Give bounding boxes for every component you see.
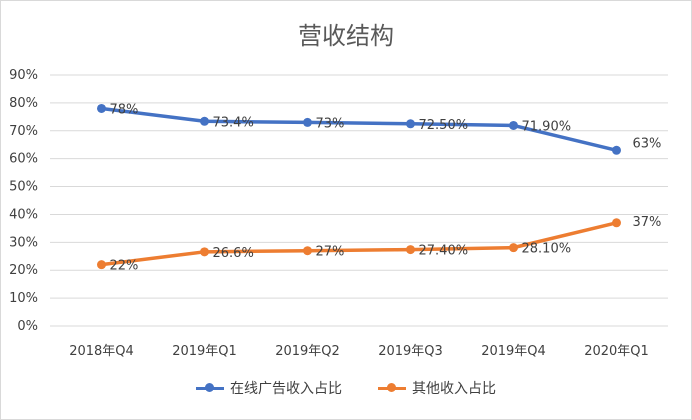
data-point — [303, 246, 312, 256]
legend: 在线广告收入占比 其他收入占比 — [0, 378, 692, 398]
data-label: 78% — [110, 102, 139, 117]
y-tick-label: 90% — [9, 68, 38, 83]
x-tick-label: 2019年Q2 — [275, 344, 340, 359]
legend-item: 在线广告收入占比 — [196, 378, 342, 398]
data-label: 28.10% — [522, 242, 572, 257]
y-tick-label: 50% — [9, 180, 38, 195]
data-label: 37% — [633, 215, 662, 230]
data-point — [509, 243, 518, 253]
data-label: 73% — [316, 116, 345, 131]
data-point — [406, 245, 415, 255]
legend-marker-icon — [378, 383, 406, 392]
y-tick-label: 80% — [9, 96, 38, 111]
data-point — [612, 218, 621, 228]
series-line — [101, 106, 617, 153]
legend-marker-icon — [196, 383, 224, 392]
x-tick-label: 2019年Q1 — [172, 344, 237, 359]
data-label: 72.50% — [419, 118, 469, 133]
x-tick-label: 2019年Q4 — [481, 344, 546, 359]
x-tick-label: 2018年Q4 — [69, 344, 134, 359]
data-point — [97, 260, 106, 270]
chart-title: 营收结构 — [298, 22, 394, 50]
x-tick-label: 2019年Q3 — [378, 344, 443, 359]
legend-label: 其他收入占比 — [412, 381, 496, 397]
y-tick-label: 30% — [9, 235, 38, 250]
data-label: 22% — [110, 259, 139, 274]
data-point — [303, 117, 312, 127]
data-label: 73.4% — [213, 115, 254, 130]
data-point — [406, 119, 415, 129]
y-tick-label: 0% — [17, 319, 38, 334]
data-point — [200, 116, 209, 126]
y-tick-label: 20% — [9, 263, 38, 278]
y-tick-label: 10% — [9, 291, 38, 306]
series-line — [101, 221, 617, 267]
x-tick-label: 2020年Q1 — [584, 344, 649, 359]
data-label: 26.6% — [213, 246, 254, 261]
legend-item: 其他收入占比 — [378, 378, 496, 398]
y-tick-label: 70% — [9, 124, 38, 139]
data-point — [200, 247, 209, 257]
data-point — [612, 145, 621, 155]
data-point — [509, 120, 518, 130]
y-tick-label: 40% — [9, 207, 38, 222]
data-label: 27% — [316, 245, 345, 260]
data-point — [97, 103, 106, 113]
data-label: 71.90% — [522, 119, 572, 134]
legend-label: 在线广告收入占比 — [230, 381, 342, 397]
data-label: 27.40% — [419, 244, 469, 259]
data-label: 63% — [633, 136, 662, 151]
y-tick-label: 60% — [9, 152, 38, 167]
